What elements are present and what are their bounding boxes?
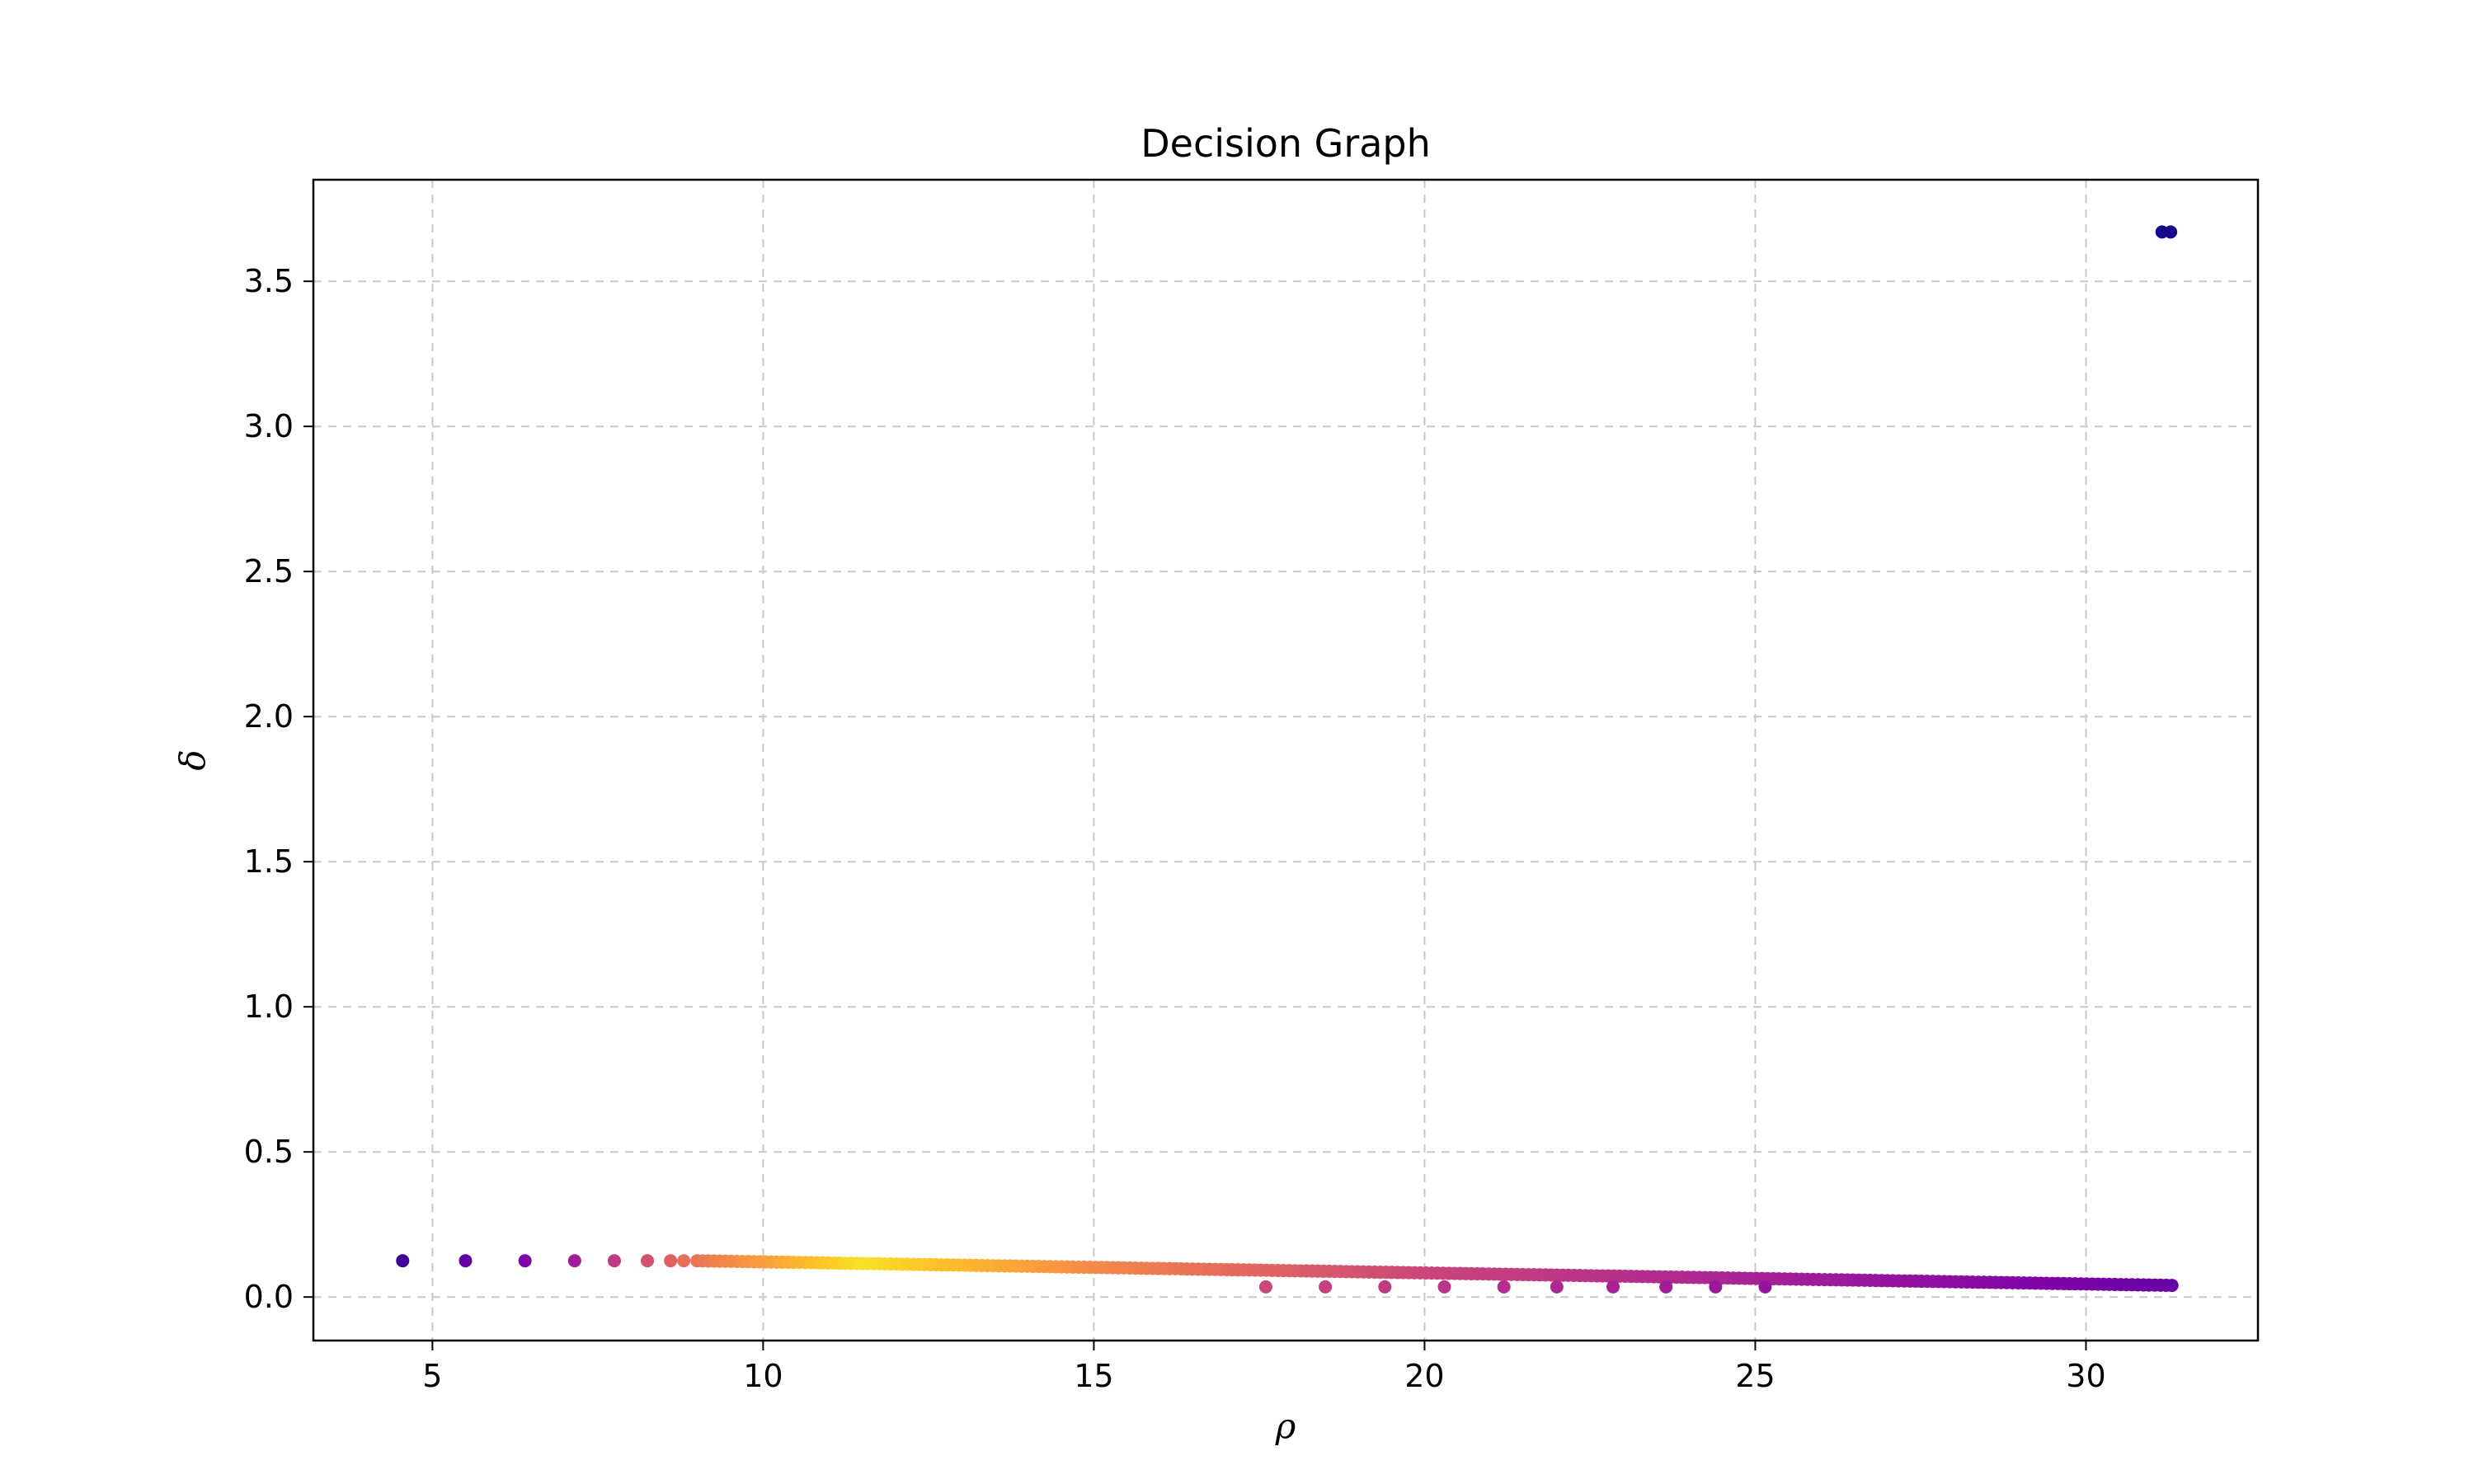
low-delta-points-point — [1319, 1280, 1333, 1294]
y-axis-label: δ — [172, 749, 213, 770]
outlier-sparse-points-point — [567, 1254, 581, 1268]
y-tick-label: 3.0 — [244, 408, 294, 444]
x-tick-label: 15 — [1074, 1358, 1113, 1394]
outlier-sparse-points-point — [641, 1254, 655, 1268]
y-tick-label: 2.5 — [244, 553, 294, 589]
low-delta-points-point — [1258, 1280, 1272, 1294]
y-tick-label: 0.0 — [244, 1279, 294, 1315]
low-delta-points-point — [1437, 1280, 1451, 1294]
low-delta-points-point — [1550, 1280, 1564, 1294]
x-tick-label: 30 — [2066, 1358, 2105, 1394]
grid-lines — [313, 180, 2258, 1341]
x-tick-label: 5 — [422, 1358, 442, 1394]
x-axis-label: ρ — [1275, 1406, 1296, 1446]
y-tick-label: 1.0 — [244, 989, 294, 1025]
y-tick-label: 1.5 — [244, 843, 294, 880]
low-delta-points-point — [1709, 1280, 1723, 1294]
outlier-sparse-points-point — [396, 1254, 410, 1268]
outlier-sparse-points-point — [664, 1254, 678, 1268]
scatter-points — [396, 225, 2179, 1294]
y-tick-label: 0.5 — [244, 1134, 294, 1170]
outlier-sparse-points-point — [459, 1254, 473, 1268]
low-delta-points-point — [1606, 1280, 1620, 1294]
dense-band-point — [2165, 1279, 2179, 1293]
chart-title: Decision Graph — [1141, 121, 1431, 166]
plot-frame — [312, 178, 2260, 1342]
low-delta-points-point — [1378, 1280, 1392, 1294]
low-delta-points-point — [1497, 1280, 1511, 1294]
outlier-sparse-points-point — [677, 1254, 691, 1268]
x-tick-label: 10 — [743, 1358, 783, 1394]
low-delta-points-point — [1659, 1280, 1673, 1294]
y-tick-label: 2.0 — [244, 698, 294, 735]
y-tick-label: 3.5 — [244, 263, 294, 299]
x-tick-label: 20 — [1404, 1358, 1444, 1394]
x-tick-label: 25 — [1735, 1358, 1775, 1394]
outlier-sparse-points-point — [607, 1254, 621, 1268]
outlier-sparse-points-point — [518, 1254, 532, 1268]
cluster-centers-point — [2164, 225, 2178, 239]
axis-ticks: 5 10 15 20 25 30 0.0 0.5 1.0 1.5 2.0 2.5 3.0 3.5 — [244, 263, 2106, 1394]
low-delta-points-point — [1758, 1280, 1772, 1294]
